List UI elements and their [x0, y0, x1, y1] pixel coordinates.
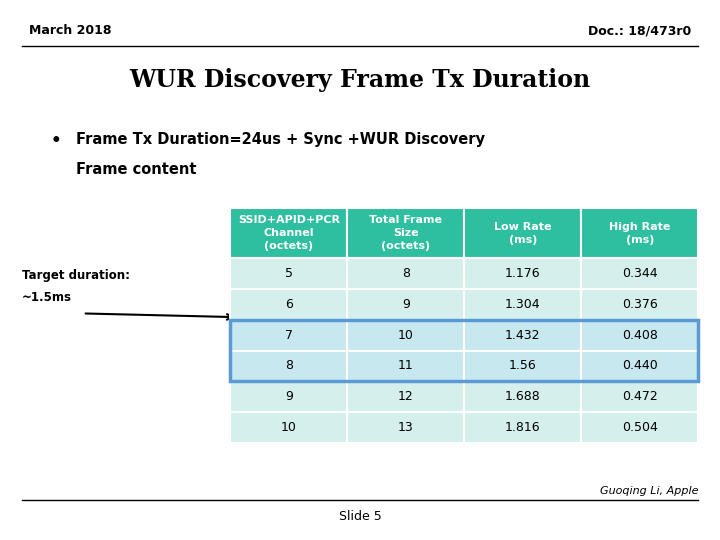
Text: Low Rate
(ms): Low Rate (ms) [494, 221, 552, 245]
Text: 1.176: 1.176 [505, 267, 541, 280]
Text: 12: 12 [398, 390, 414, 403]
Text: 5: 5 [285, 267, 293, 280]
Text: 9: 9 [402, 298, 410, 311]
Text: 0.440: 0.440 [622, 360, 658, 373]
Text: WUR Discovery Frame Tx Duration: WUR Discovery Frame Tx Duration [130, 68, 590, 91]
Text: Doc.: 18/473r0: Doc.: 18/473r0 [588, 24, 691, 37]
Text: 1.432: 1.432 [505, 329, 541, 342]
Text: •: • [50, 132, 61, 150]
Text: Slide 5: Slide 5 [338, 510, 382, 523]
Text: 0.376: 0.376 [622, 298, 658, 311]
Text: 7: 7 [285, 329, 293, 342]
Text: March 2018: March 2018 [29, 24, 112, 37]
Text: Total Frame
Size
(octets): Total Frame Size (octets) [369, 215, 442, 251]
Text: 11: 11 [398, 360, 414, 373]
Text: Target duration:: Target duration: [22, 269, 130, 282]
Text: 9: 9 [285, 390, 293, 403]
Text: 10: 10 [281, 421, 297, 434]
Text: Frame Tx Duration=24us + Sync +WUR Discovery: Frame Tx Duration=24us + Sync +WUR Disco… [76, 132, 485, 147]
Text: 1.816: 1.816 [505, 421, 541, 434]
Text: 0.472: 0.472 [622, 390, 658, 403]
Text: Frame content: Frame content [76, 162, 196, 177]
Text: 13: 13 [398, 421, 414, 434]
Text: 0.408: 0.408 [622, 329, 658, 342]
Text: 8: 8 [402, 267, 410, 280]
Text: SSID+APID+PCR
Channel
(octets): SSID+APID+PCR Channel (octets) [238, 215, 340, 251]
Text: 6: 6 [285, 298, 293, 311]
Text: 1.688: 1.688 [505, 390, 541, 403]
Text: High Rate
(ms): High Rate (ms) [609, 221, 670, 245]
Text: 1.304: 1.304 [505, 298, 541, 311]
Text: 10: 10 [398, 329, 414, 342]
Text: 0.344: 0.344 [622, 267, 657, 280]
Text: 0.504: 0.504 [622, 421, 658, 434]
Text: Guoqing Li, Apple: Guoqing Li, Apple [600, 486, 698, 496]
Text: 1.56: 1.56 [509, 360, 537, 373]
Text: 8: 8 [285, 360, 293, 373]
Text: ~1.5ms: ~1.5ms [22, 291, 71, 303]
